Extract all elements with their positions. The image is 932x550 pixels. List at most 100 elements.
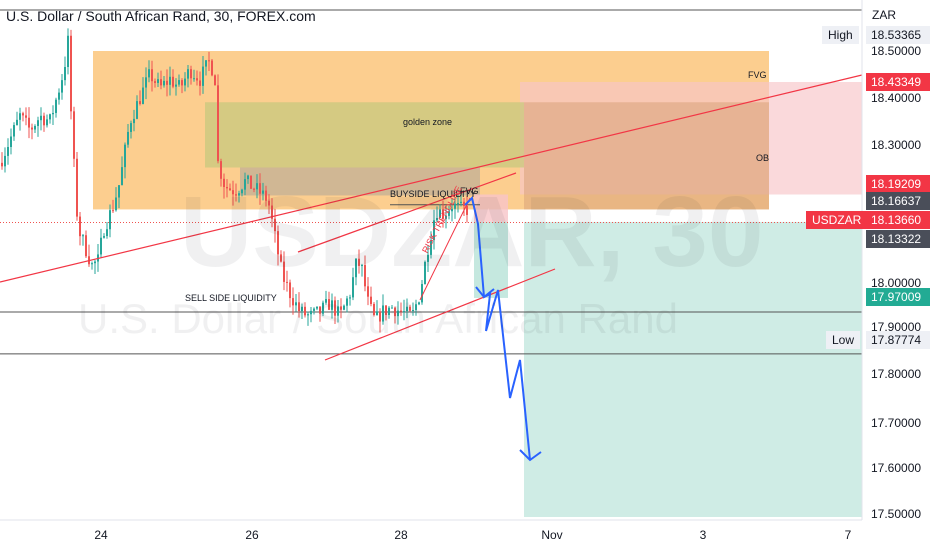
- candle-body: [7, 146, 9, 156]
- candle: [205, 59, 207, 76]
- watermark-name: U.S. Dollar / South African Rand: [78, 295, 678, 342]
- candle: [433, 209, 435, 250]
- candle-body: [298, 302, 300, 312]
- candle-body: [115, 197, 117, 211]
- candle: [178, 74, 180, 87]
- candle: [190, 65, 192, 85]
- candle: [175, 78, 177, 96]
- candle: [79, 212, 81, 246]
- candle-body: [130, 123, 132, 132]
- candle: [418, 301, 420, 306]
- candle: [7, 138, 9, 165]
- candle: [151, 60, 153, 92]
- candle-body: [427, 254, 429, 262]
- candle: [268, 194, 270, 214]
- candle: [121, 156, 123, 186]
- candle-body: [379, 311, 381, 322]
- candle-body: [196, 78, 198, 81]
- candle: [460, 193, 462, 207]
- candle-body: [208, 60, 210, 62]
- candle-body: [418, 302, 420, 305]
- candle: [67, 28, 69, 75]
- candle-body: [352, 277, 354, 298]
- candle-body: [178, 80, 180, 85]
- candle-body: [157, 79, 159, 83]
- candle-body: [28, 117, 30, 128]
- candle-body: [118, 185, 120, 198]
- candle: [25, 107, 27, 126]
- y-tick: 17.50000: [871, 507, 922, 521]
- candle-body: [22, 113, 24, 116]
- axis-currency-label: ZAR: [872, 8, 896, 22]
- candle: [325, 290, 327, 305]
- candle: [439, 204, 441, 219]
- candle-body: [238, 193, 240, 196]
- candle-body: [451, 208, 453, 212]
- watermark-symbol: USDZAR, 30: [180, 176, 764, 288]
- candle-body: [49, 114, 51, 120]
- x-tick: Nov: [541, 528, 563, 542]
- candle-body: [430, 240, 432, 255]
- y-tick: 17.70000: [871, 416, 922, 430]
- candle: [82, 233, 84, 246]
- ob-label: OB: [756, 153, 770, 163]
- candle-body: [226, 186, 228, 189]
- candle: [274, 208, 276, 243]
- candle-body: [190, 69, 192, 79]
- risk-trendline: [419, 197, 471, 301]
- candle-body: [181, 80, 183, 86]
- candle-body: [442, 209, 444, 219]
- candle-body: [10, 136, 12, 147]
- candle: [4, 147, 6, 173]
- candle-body: [103, 236, 105, 238]
- candle-body: [331, 300, 333, 310]
- high-value-tag: 18.53365: [866, 26, 930, 44]
- candle-body: [76, 158, 78, 217]
- candle-body: [160, 79, 162, 86]
- candle-body: [376, 311, 378, 316]
- projection-arrowhead-2: [519, 449, 542, 462]
- candle: [139, 90, 141, 106]
- candle: [358, 249, 360, 274]
- high-label: High: [822, 26, 859, 44]
- candle-body: [73, 111, 75, 159]
- candle: [91, 261, 93, 270]
- candle-body: [211, 60, 213, 76]
- candle: [412, 302, 414, 316]
- candle-body: [304, 306, 306, 316]
- candle-body: [307, 314, 309, 316]
- candle-body: [217, 85, 219, 162]
- candle-body: [52, 112, 54, 115]
- candle: [319, 306, 321, 322]
- candle: [289, 279, 291, 308]
- candle: [394, 306, 396, 324]
- candle: [349, 294, 351, 306]
- golden-zone: [205, 102, 524, 168]
- candle-body: [403, 311, 405, 313]
- candle-body: [124, 144, 126, 168]
- candle: [22, 111, 24, 122]
- candle: [211, 58, 213, 77]
- candle-body: [346, 298, 348, 306]
- candle-body: [310, 310, 312, 315]
- candle-body: [280, 254, 282, 262]
- x-tick: 26: [245, 528, 259, 542]
- candle: [241, 188, 243, 197]
- candle: [340, 298, 342, 319]
- y-tick: 18.30000: [871, 138, 922, 152]
- candle-body: [364, 265, 366, 287]
- candle: [1, 152, 3, 170]
- candle-body: [85, 235, 87, 257]
- candle-body: [457, 203, 459, 205]
- candle: [88, 244, 90, 267]
- candle: [31, 123, 33, 140]
- candle-body: [100, 237, 102, 255]
- candle: [337, 300, 339, 323]
- candle: [10, 128, 12, 155]
- candle: [445, 205, 447, 229]
- candle: [73, 106, 75, 168]
- candle: [451, 198, 453, 222]
- candle-body: [271, 205, 273, 219]
- candle-body: [193, 78, 195, 80]
